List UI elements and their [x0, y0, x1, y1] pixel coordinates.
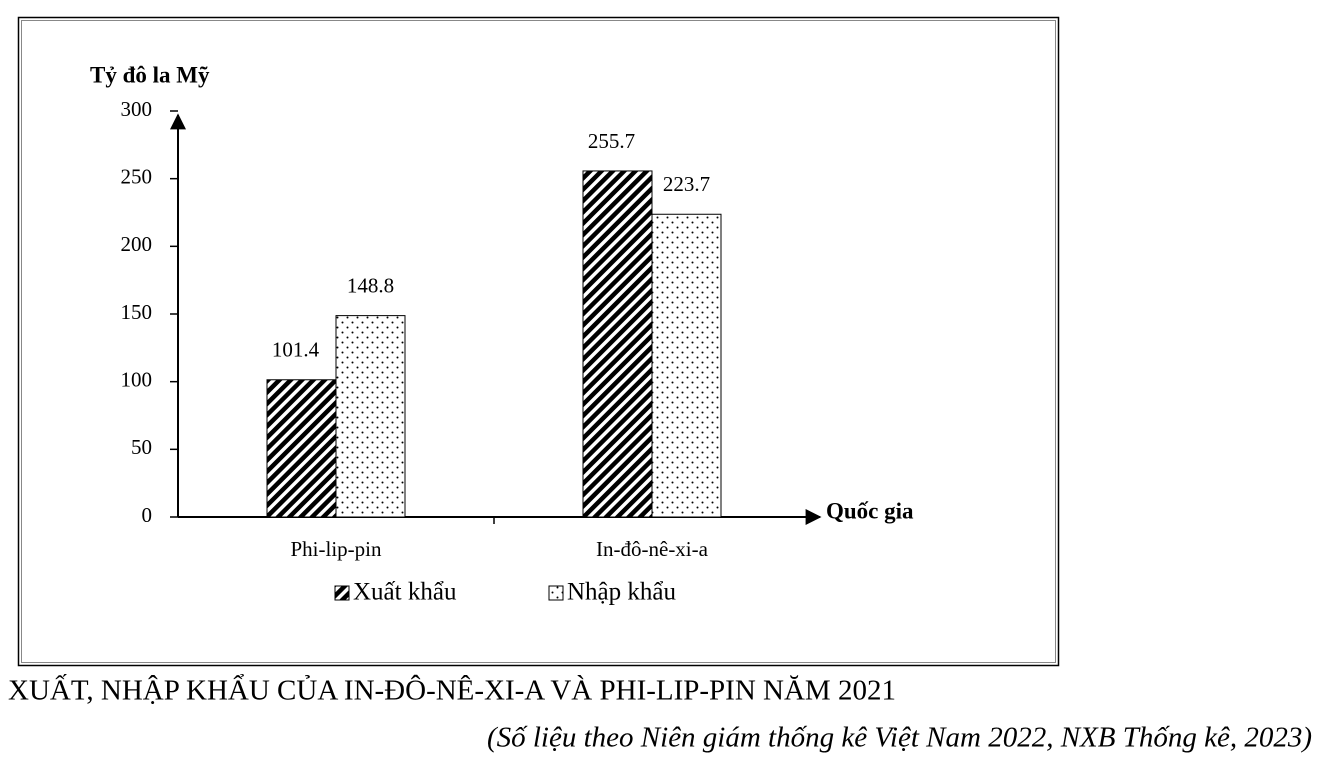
- y-tick-label: 50: [131, 435, 152, 459]
- y-tick-label: 150: [121, 300, 153, 324]
- data-label: 148.8: [347, 273, 394, 297]
- chart-title: XUẤT, NHẬP KHẨU CỦA IN-ĐÔ-NÊ-XI-A VÀ PHI…: [8, 673, 896, 707]
- legend-label: Nhập khẩu: [567, 579, 676, 606]
- data-label: 223.7: [663, 172, 710, 196]
- y-tick-label: 250: [121, 164, 153, 188]
- y-tick-label: 200: [121, 232, 153, 256]
- y-axis-label: Tỷ đô la Mỹ: [90, 62, 210, 87]
- legend-swatch: [548, 585, 564, 601]
- chart-source: (Số liệu theo Niên giám thống kê Việt Na…: [487, 722, 1312, 754]
- x-tick-label: Phi-lip-pin: [290, 537, 382, 561]
- x-axis-label: Quốc gia: [826, 498, 914, 523]
- chart-frame-inner: [21, 20, 1056, 663]
- bar: [651, 213, 722, 518]
- y-tick-label: 0: [142, 503, 153, 527]
- bar: [335, 315, 406, 518]
- y-tick-label: 300: [121, 97, 153, 121]
- y-tick-label: 100: [121, 367, 153, 391]
- legend-swatch: [334, 585, 350, 601]
- bar: [582, 170, 653, 518]
- legend-label: Xuất khẩu: [353, 579, 457, 606]
- bar: [266, 379, 337, 518]
- data-label: 255.7: [588, 129, 635, 153]
- data-label: 101.4: [272, 338, 320, 362]
- chart-frame: [17, 16, 1060, 667]
- x-tick-label: In-đô-nê-xi-a: [596, 537, 709, 561]
